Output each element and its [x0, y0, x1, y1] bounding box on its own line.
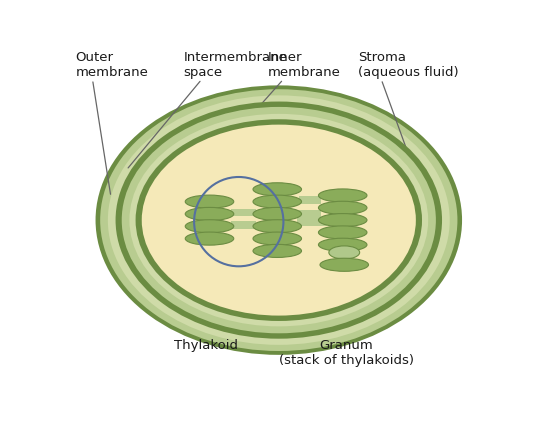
Ellipse shape	[329, 246, 360, 259]
Ellipse shape	[129, 114, 428, 326]
Ellipse shape	[253, 220, 301, 233]
Ellipse shape	[96, 85, 462, 355]
Ellipse shape	[318, 238, 367, 251]
FancyBboxPatch shape	[231, 208, 256, 216]
Ellipse shape	[318, 201, 367, 214]
Ellipse shape	[186, 207, 234, 221]
Ellipse shape	[135, 119, 422, 321]
Ellipse shape	[253, 195, 301, 208]
Text: Inner
membrane: Inner membrane	[268, 51, 341, 79]
Ellipse shape	[318, 214, 367, 227]
Ellipse shape	[253, 183, 301, 196]
Ellipse shape	[253, 245, 301, 257]
Ellipse shape	[186, 220, 234, 233]
Ellipse shape	[115, 102, 442, 338]
Ellipse shape	[142, 125, 416, 316]
Ellipse shape	[253, 232, 301, 245]
FancyBboxPatch shape	[299, 210, 321, 218]
Text: Stroma
(aqueous fluid): Stroma (aqueous fluid)	[358, 51, 459, 79]
Ellipse shape	[122, 107, 436, 333]
Ellipse shape	[318, 226, 367, 239]
Ellipse shape	[186, 195, 234, 208]
FancyBboxPatch shape	[296, 217, 327, 226]
Ellipse shape	[100, 89, 458, 351]
Text: Outer
membrane: Outer membrane	[76, 51, 149, 79]
Text: Intermembrane
space: Intermembrane space	[183, 51, 287, 79]
Ellipse shape	[320, 258, 368, 271]
Ellipse shape	[186, 232, 234, 245]
Text: Thylakoid: Thylakoid	[175, 339, 238, 353]
Ellipse shape	[253, 207, 301, 221]
Ellipse shape	[108, 95, 450, 345]
Text: Granum
(stack of thylakoids): Granum (stack of thylakoids)	[279, 339, 414, 368]
Ellipse shape	[318, 189, 367, 202]
FancyBboxPatch shape	[231, 221, 256, 229]
FancyBboxPatch shape	[299, 196, 321, 204]
